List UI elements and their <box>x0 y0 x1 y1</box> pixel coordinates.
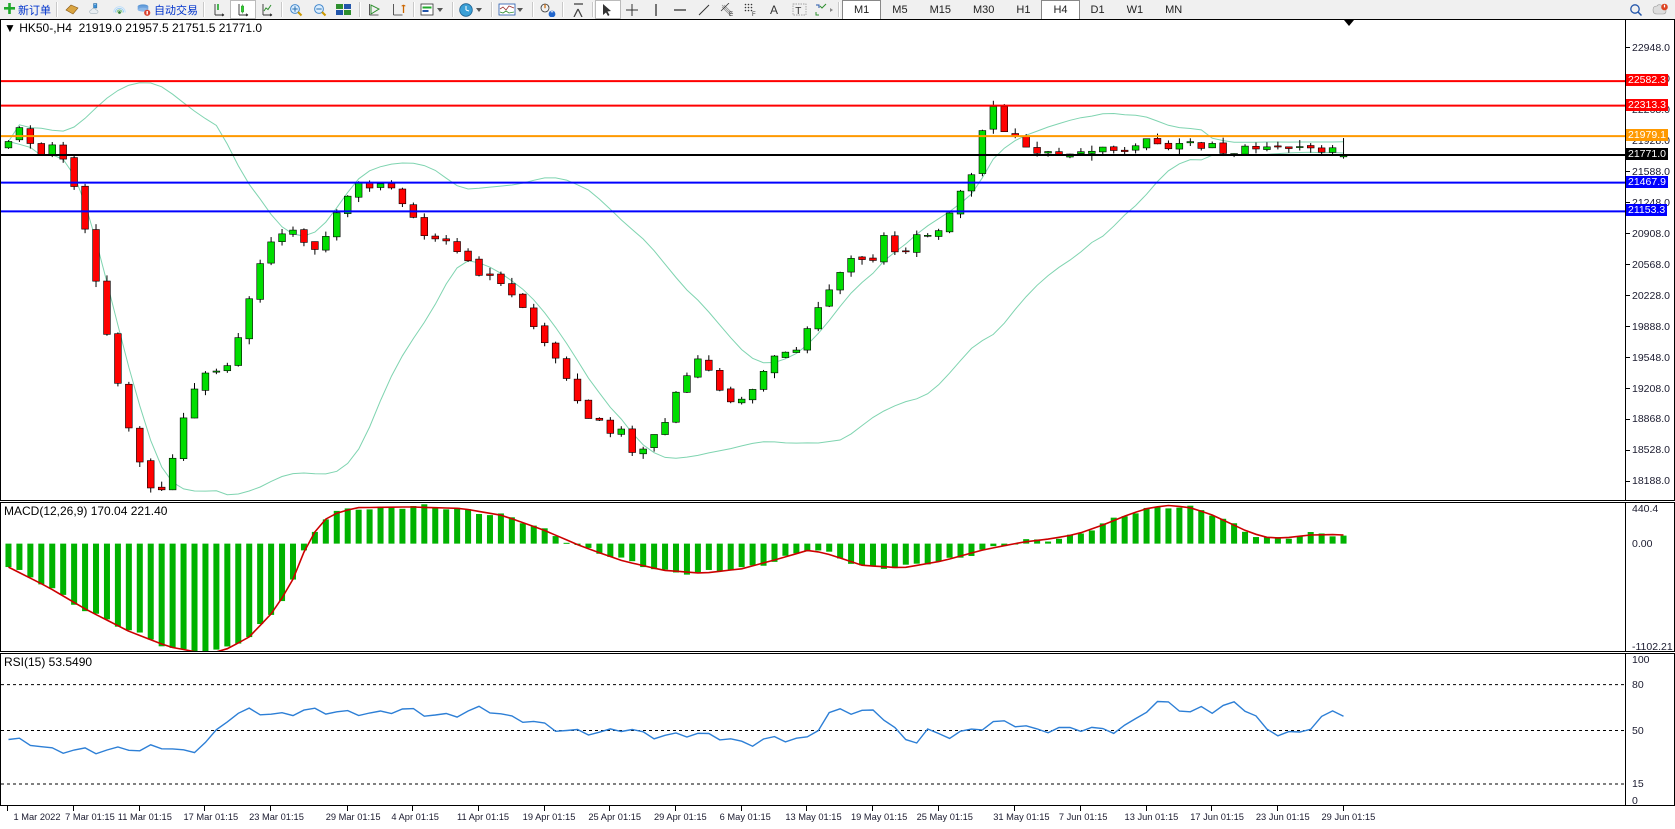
svg-text:T: T <box>795 6 801 17</box>
svg-text:A: A <box>770 3 778 17</box>
svg-text:E: E <box>729 12 733 17</box>
svg-text:F: F <box>752 12 756 17</box>
